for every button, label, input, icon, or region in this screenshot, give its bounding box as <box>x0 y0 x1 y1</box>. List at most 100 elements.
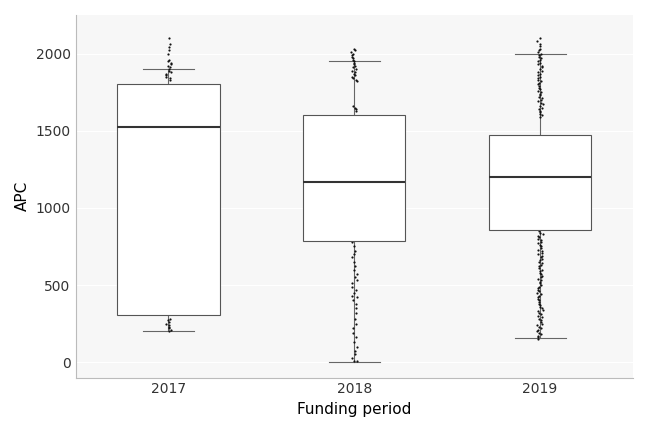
Point <box>532 180 542 187</box>
Point <box>533 81 543 88</box>
Point <box>535 92 546 98</box>
Point <box>535 96 546 103</box>
Point <box>350 69 360 76</box>
Point <box>537 64 548 71</box>
Point <box>348 325 358 332</box>
Point <box>533 235 543 242</box>
Point <box>350 104 360 111</box>
Point <box>349 178 360 185</box>
Point <box>347 280 358 287</box>
Point <box>535 110 545 117</box>
Point <box>347 137 357 143</box>
Point <box>535 178 545 185</box>
Point <box>532 328 542 335</box>
Point <box>349 70 359 77</box>
Point <box>534 297 544 304</box>
Point <box>533 232 543 239</box>
Point <box>161 72 171 79</box>
Point <box>533 294 544 301</box>
Y-axis label: APC: APC <box>15 181 30 211</box>
PathPatch shape <box>489 135 591 230</box>
Point <box>537 171 548 178</box>
Point <box>533 87 544 94</box>
Point <box>535 90 545 97</box>
Point <box>165 125 175 132</box>
Point <box>165 59 176 66</box>
Point <box>533 295 543 302</box>
Point <box>347 73 358 80</box>
Point <box>348 220 358 227</box>
Point <box>349 243 359 250</box>
Point <box>533 53 544 60</box>
Point <box>534 93 544 100</box>
Point <box>537 272 547 279</box>
Point <box>347 53 357 60</box>
Point <box>537 237 547 244</box>
Point <box>351 106 362 113</box>
Point <box>349 235 360 242</box>
Point <box>164 56 174 63</box>
Point <box>347 174 357 181</box>
Point <box>352 78 362 85</box>
Point <box>163 63 173 70</box>
Point <box>163 58 173 65</box>
Point <box>535 78 546 85</box>
Point <box>537 249 547 256</box>
X-axis label: Funding period: Funding period <box>297 402 411 417</box>
Point <box>351 184 362 191</box>
Point <box>535 73 545 80</box>
Point <box>535 280 546 287</box>
Point <box>533 61 544 68</box>
Point <box>535 113 546 120</box>
Point <box>535 223 545 230</box>
Point <box>165 41 175 48</box>
Point <box>349 358 359 365</box>
Point <box>165 124 176 130</box>
Point <box>536 55 546 62</box>
Point <box>535 241 545 248</box>
Point <box>534 52 544 59</box>
Point <box>537 187 547 194</box>
Point <box>533 336 543 343</box>
Point <box>536 318 546 325</box>
Point <box>352 177 362 184</box>
Point <box>350 237 360 244</box>
Point <box>161 320 171 327</box>
Point <box>351 320 361 327</box>
Point <box>161 155 172 162</box>
Point <box>533 315 544 322</box>
Point <box>348 329 358 336</box>
Point <box>347 52 358 59</box>
Point <box>347 67 357 74</box>
Point <box>533 76 543 83</box>
Point <box>537 177 547 184</box>
Point <box>351 286 361 293</box>
Point <box>164 146 174 152</box>
Point <box>537 63 547 70</box>
Point <box>533 333 543 340</box>
Point <box>348 218 358 225</box>
Point <box>534 204 544 211</box>
Point <box>532 289 542 296</box>
Point <box>533 192 544 199</box>
Point <box>351 217 362 224</box>
Point <box>533 334 543 341</box>
Point <box>537 67 547 74</box>
Point <box>532 322 542 329</box>
Point <box>535 42 545 49</box>
Point <box>348 228 358 235</box>
Point <box>347 138 357 145</box>
Point <box>349 274 360 281</box>
Point <box>538 184 548 191</box>
Point <box>535 56 546 63</box>
Point <box>163 229 173 236</box>
Point <box>535 203 546 210</box>
Point <box>349 58 359 65</box>
Point <box>349 232 360 239</box>
Point <box>535 331 546 338</box>
Point <box>349 258 360 265</box>
Point <box>166 61 176 68</box>
Point <box>534 207 544 214</box>
Point <box>534 106 544 113</box>
Point <box>535 107 546 114</box>
